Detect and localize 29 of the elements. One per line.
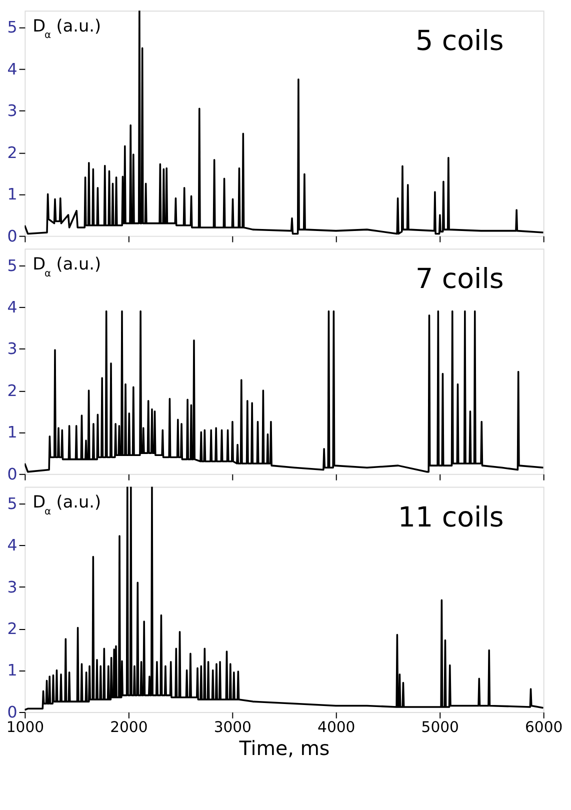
y-tick-label: 5 <box>7 256 18 275</box>
y-tick-label: 2 <box>7 380 18 400</box>
y-tick-label: 5 <box>7 18 18 37</box>
y-tick-label: 3 <box>7 339 18 358</box>
y-tick-label: 1 <box>7 184 18 204</box>
x-tick-label: 6000 <box>524 719 563 736</box>
y-tick-label: 1 <box>7 660 18 680</box>
y-tick-label: 4 <box>7 536 18 555</box>
line-series <box>24 310 544 473</box>
x-tick-label: 2000 <box>110 719 148 736</box>
y-tick-label: 0 <box>7 464 18 484</box>
y-tick-label: 3 <box>7 101 18 120</box>
y-tick-label: 4 <box>7 297 18 316</box>
y-tick-label: 0 <box>7 226 18 246</box>
y-tick-label: 1 <box>7 422 18 442</box>
x-axis-title: Time, ms <box>238 736 330 760</box>
annotation: 7 coils <box>416 262 504 296</box>
y-tick-label: 5 <box>7 494 18 513</box>
y-tick-label: 0 <box>7 702 18 722</box>
annotation: 5 coils <box>416 24 504 58</box>
x-tick-label: 5000 <box>421 719 459 736</box>
y-tick-label: 3 <box>7 577 18 596</box>
annotation: 11 coils <box>398 500 504 534</box>
y-tick-label: 4 <box>7 59 18 78</box>
x-tick-label: 4000 <box>318 719 356 736</box>
x-tick-label: 1000 <box>6 719 44 736</box>
x-tick-label: 3000 <box>214 719 252 736</box>
y-tick-label: 2 <box>7 618 18 638</box>
y-tick-label: 2 <box>7 142 18 162</box>
